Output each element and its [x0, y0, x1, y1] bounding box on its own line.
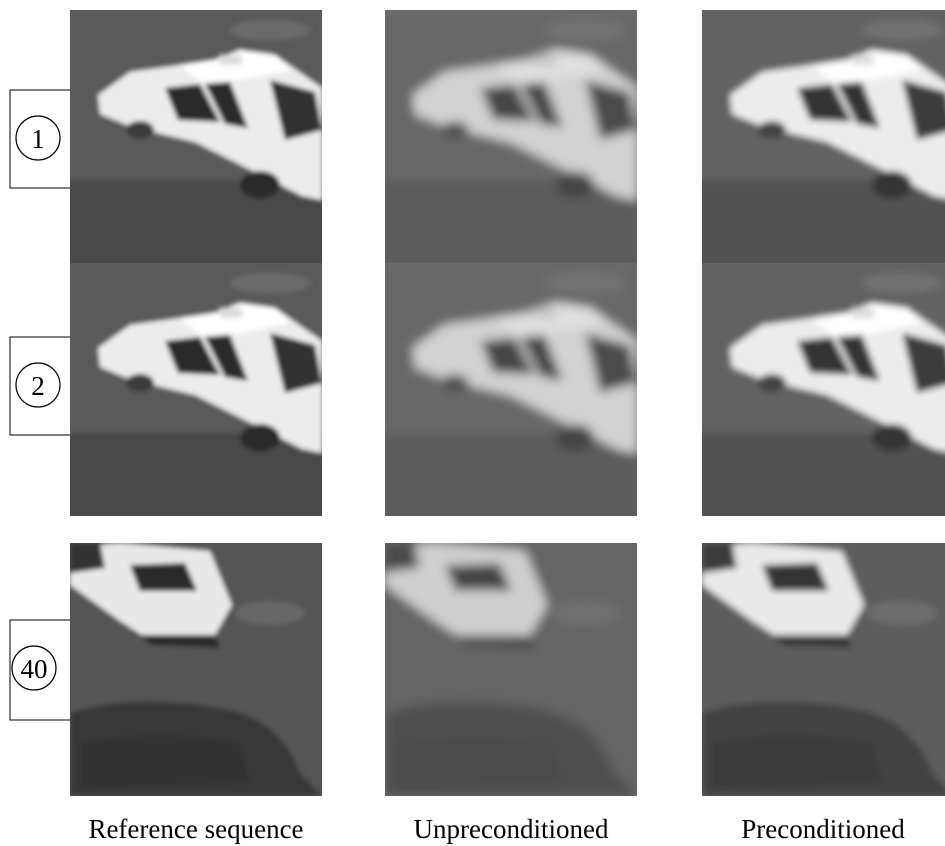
tone [385, 263, 637, 516]
row-label: 1 [31, 124, 45, 154]
image-panel [385, 263, 637, 516]
car-photo [70, 263, 322, 516]
image-panel [702, 543, 945, 796]
car-photo [702, 543, 945, 796]
tone [385, 10, 637, 263]
column-caption: Unpreconditioned [414, 814, 609, 844]
image-panel [385, 10, 637, 263]
row-label: 40 [21, 654, 48, 684]
column-caption: Reference sequence [88, 814, 303, 844]
row-circle [15, 115, 61, 161]
image-panel [702, 263, 945, 516]
row-circle [11, 645, 57, 691]
tone [385, 543, 637, 796]
row-bracket [9, 619, 70, 721]
row-label: 2 [31, 371, 45, 401]
image-panel [702, 10, 945, 263]
car-photo [702, 263, 945, 516]
car-photo [702, 10, 945, 263]
car-photo [70, 543, 322, 796]
image-panel [385, 543, 637, 796]
column-caption: Preconditioned [741, 814, 905, 844]
image-panel [70, 263, 322, 516]
row-bracket [9, 89, 70, 189]
image-panel [70, 543, 322, 796]
row-circle [15, 362, 61, 408]
row-bracket [9, 336, 70, 436]
car-photo [70, 10, 322, 263]
image-panel [70, 10, 322, 263]
